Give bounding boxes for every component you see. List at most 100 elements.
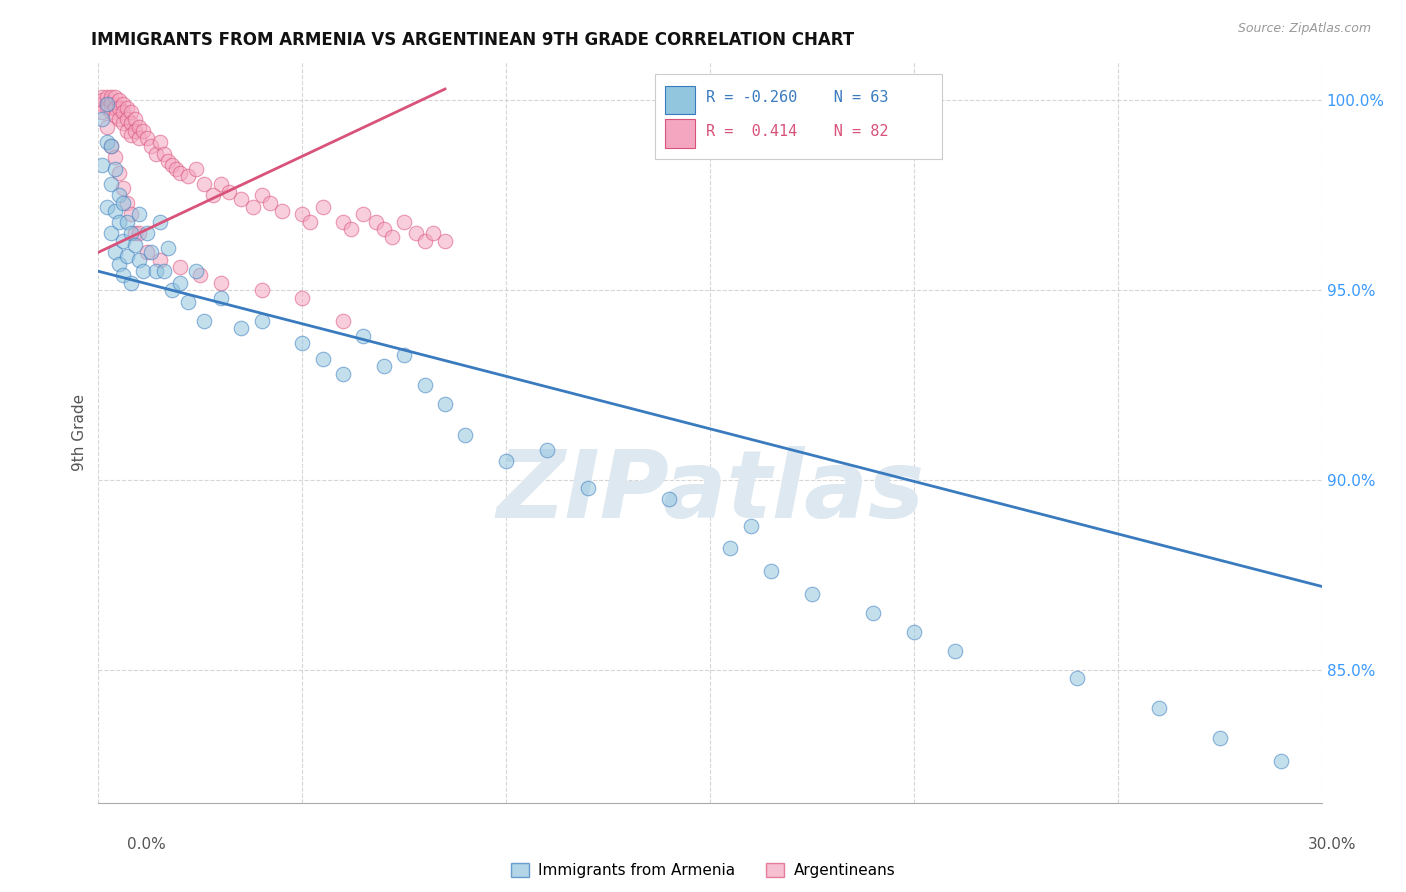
Point — [312, 200, 335, 214]
Point — [193, 177, 215, 191]
Point — [96, 97, 118, 112]
Text: ZIPatlas: ZIPatlas — [496, 446, 924, 538]
Point — [141, 245, 163, 260]
Point — [96, 135, 118, 149]
Point — [718, 541, 742, 556]
Point — [392, 215, 416, 229]
Point — [100, 177, 122, 191]
Point — [108, 94, 131, 108]
Point — [188, 268, 212, 282]
Point — [495, 454, 517, 468]
Point — [100, 89, 122, 103]
Point — [209, 276, 232, 290]
FancyBboxPatch shape — [655, 73, 942, 159]
Point — [201, 188, 224, 202]
Point — [111, 97, 134, 112]
Point — [108, 188, 131, 202]
Point — [156, 242, 179, 256]
Point — [104, 161, 127, 176]
Point — [120, 128, 142, 142]
Point — [145, 264, 167, 278]
Point — [124, 124, 146, 138]
Point — [422, 227, 444, 241]
Point — [136, 245, 159, 260]
Point — [111, 104, 134, 119]
Point — [120, 116, 142, 130]
Point — [96, 97, 118, 112]
Point — [91, 158, 114, 172]
Point — [100, 97, 122, 112]
Point — [149, 135, 172, 149]
Point — [128, 207, 150, 221]
Point — [943, 644, 966, 658]
Point — [149, 252, 172, 267]
Point — [291, 336, 314, 351]
Point — [124, 237, 146, 252]
Point — [108, 257, 131, 271]
Point — [160, 283, 183, 297]
Point — [128, 120, 150, 134]
Point — [1270, 754, 1292, 768]
Point — [96, 89, 118, 103]
Point — [169, 276, 191, 290]
Point — [373, 222, 395, 236]
Text: IMMIGRANTS FROM ARMENIA VS ARGENTINEAN 9TH GRADE CORRELATION CHART: IMMIGRANTS FROM ARMENIA VS ARGENTINEAN 9… — [91, 31, 855, 49]
Point — [165, 161, 187, 176]
Point — [120, 207, 142, 221]
Point — [115, 195, 138, 210]
Point — [186, 264, 208, 278]
Point — [111, 116, 134, 130]
Point — [332, 367, 354, 381]
Point — [160, 158, 183, 172]
Point — [91, 97, 114, 112]
Point — [124, 227, 146, 241]
Point — [100, 139, 122, 153]
Point — [177, 169, 200, 184]
Point — [104, 203, 127, 218]
Point — [576, 481, 599, 495]
Point — [364, 215, 387, 229]
Point — [862, 606, 884, 620]
Point — [96, 120, 118, 134]
Point — [209, 291, 232, 305]
Text: 0.0%: 0.0% — [127, 837, 166, 852]
Point — [177, 294, 200, 309]
Point — [120, 276, 142, 290]
Text: R =  0.414    N = 82: R = 0.414 N = 82 — [706, 124, 889, 139]
Text: 30.0%: 30.0% — [1309, 837, 1357, 852]
Point — [96, 101, 118, 115]
Point — [115, 124, 138, 138]
Text: Source: ZipAtlas.com: Source: ZipAtlas.com — [1237, 22, 1371, 36]
Point — [193, 313, 215, 327]
Point — [250, 313, 273, 327]
Point — [352, 328, 374, 343]
Point — [761, 564, 783, 578]
Point — [312, 351, 335, 366]
Point — [108, 165, 131, 179]
Point — [108, 215, 131, 229]
Point — [152, 264, 174, 278]
Point — [434, 397, 457, 411]
Point — [801, 587, 824, 601]
Point — [104, 109, 127, 123]
Point — [100, 227, 122, 241]
Point — [108, 101, 131, 115]
Point — [250, 188, 273, 202]
Point — [740, 518, 762, 533]
Point — [169, 260, 191, 275]
Point — [104, 101, 127, 115]
Point — [231, 192, 253, 206]
Point — [291, 291, 314, 305]
Point — [136, 131, 159, 145]
Point — [128, 252, 150, 267]
Point — [231, 321, 253, 335]
Point — [156, 154, 179, 169]
Point — [1147, 701, 1170, 715]
Point — [259, 195, 281, 210]
Point — [120, 104, 142, 119]
Point — [903, 624, 925, 639]
Point — [413, 378, 436, 392]
Point — [91, 112, 114, 127]
Point — [352, 207, 374, 221]
Point — [392, 348, 416, 362]
